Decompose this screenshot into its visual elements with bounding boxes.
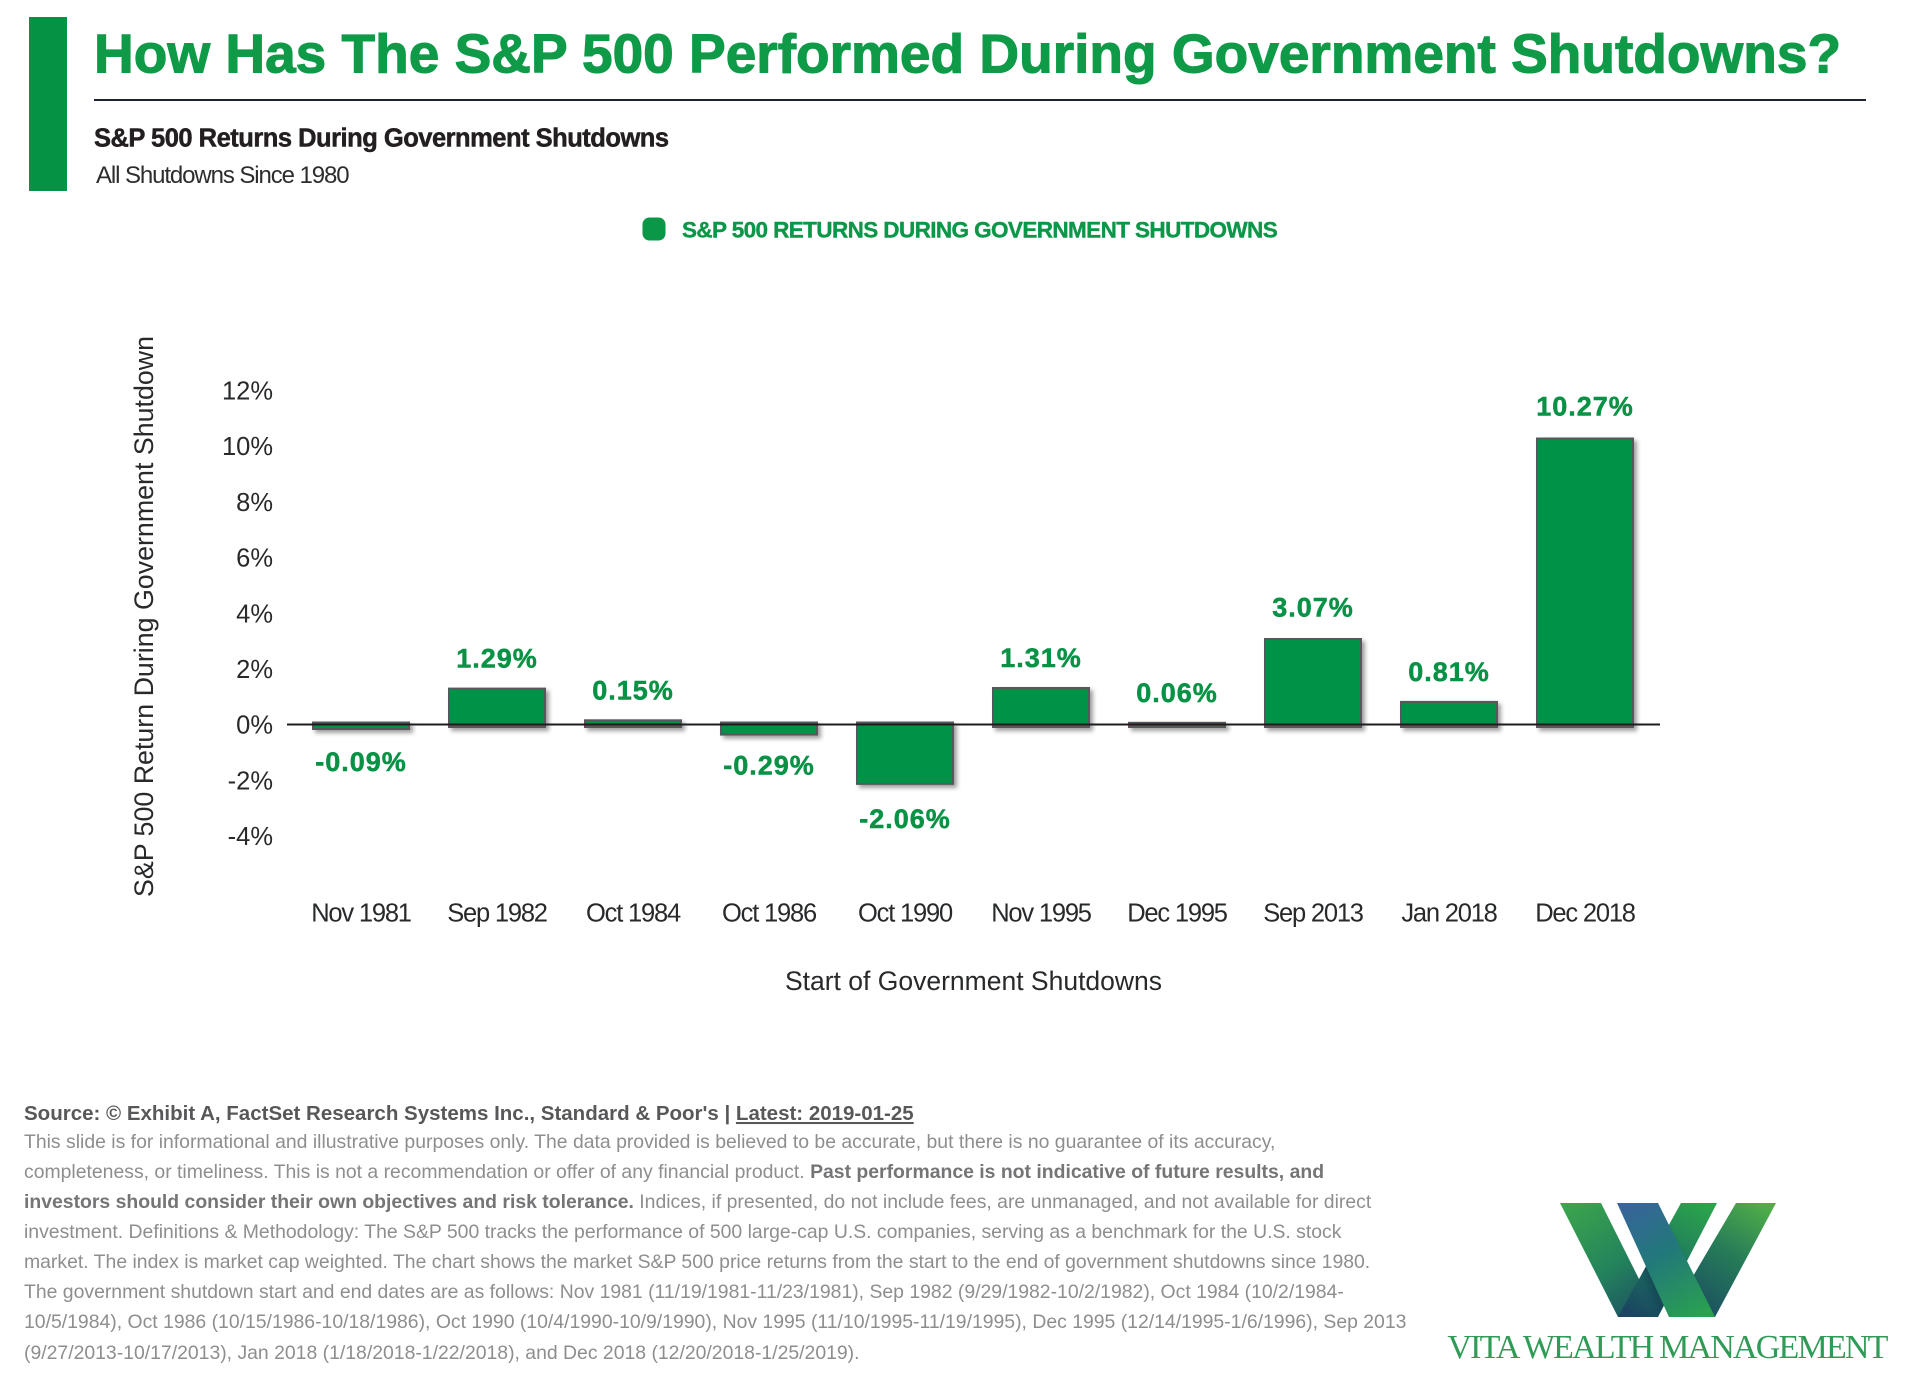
svg-text:10.27%: 10.27%	[1536, 392, 1634, 422]
svg-text:10/5/1984), Oct 1986 (10/15/19: 10/5/1984), Oct 1986 (10/15/1986-10/18/1…	[24, 1311, 1406, 1333]
svg-text:S&P 500 Returns During Governm: S&P 500 Returns During Government Shutdo…	[94, 125, 669, 153]
svg-text:0%: 0%	[236, 712, 273, 740]
svg-text:6%: 6%	[236, 545, 273, 573]
svg-text:10%: 10%	[222, 433, 273, 461]
svg-text:Oct 1984: Oct 1984	[586, 900, 681, 928]
svg-text:3.07%: 3.07%	[1272, 592, 1354, 622]
svg-text:12%: 12%	[222, 378, 273, 406]
svg-text:VITA WEALTH MANAGEMENT: VITA WEALTH MANAGEMENT	[1447, 1329, 1888, 1366]
svg-text:Sep 2013: Sep 2013	[1263, 900, 1364, 928]
svg-text:(9/27/2013-10/17/2013), Jan 20: (9/27/2013-10/17/2013), Jan 2018 (1/18/2…	[24, 1342, 860, 1364]
svg-text:Nov 1981: Nov 1981	[311, 900, 411, 928]
svg-text:The government shutdown start: The government shutdown start and end da…	[24, 1281, 1344, 1303]
svg-text:-0.09%: -0.09%	[315, 747, 407, 777]
svg-text:S&P 500 RETURNS DURING GOVERNM: S&P 500 RETURNS DURING GOVERNMENT SHUTDO…	[682, 217, 1278, 242]
svg-text:Start of Government Shutdowns: Start of Government Shutdowns	[785, 966, 1162, 996]
svg-text:0.81%: 0.81%	[1408, 657, 1490, 687]
svg-text:Jan 2018: Jan 2018	[1401, 900, 1497, 928]
svg-text:S&P 500 Return During Governme: S&P 500 Return During Government Shutdow…	[129, 336, 159, 897]
svg-text:Dec 2018: Dec 2018	[1535, 900, 1636, 928]
svg-text:market. The index is market ca: market. The index is market cap weighted…	[24, 1251, 1370, 1273]
svg-text:4%: 4%	[236, 600, 273, 628]
svg-text:completeness, or timeliness. T: completeness, or timeliness. This is not…	[24, 1161, 1324, 1183]
svg-text:Sep 1982: Sep 1982	[447, 900, 547, 928]
svg-text:investors should consider thei: investors should consider their own obje…	[24, 1191, 1372, 1213]
svg-text:1.29%: 1.29%	[456, 644, 538, 674]
svg-text:1.31%: 1.31%	[1000, 643, 1082, 673]
svg-text:-0.29%: -0.29%	[723, 751, 815, 781]
svg-text:How Has The S&P 500 Performed: How Has The S&P 500 Performed During Gov…	[94, 23, 1841, 85]
svg-text:Oct 1990: Oct 1990	[858, 900, 953, 928]
svg-text:investment. Definitions & Meth: investment. Definitions & Methodology: T…	[24, 1221, 1342, 1243]
svg-text:All Shutdowns Since 1980: All Shutdowns Since 1980	[96, 162, 349, 189]
svg-text:Dec 1995: Dec 1995	[1127, 900, 1228, 928]
svg-text:-2%: -2%	[228, 767, 273, 795]
svg-text:Nov 1995: Nov 1995	[991, 900, 1092, 928]
svg-text:-2.06%: -2.06%	[859, 804, 951, 834]
svg-text:8%: 8%	[236, 489, 273, 517]
svg-text:2%: 2%	[236, 656, 273, 684]
svg-text:Source: © Exhibit A, FactSet R: Source: © Exhibit A, FactSet Research Sy…	[24, 1102, 914, 1125]
svg-text:Oct 1986: Oct 1986	[722, 900, 817, 928]
svg-text:0.06%: 0.06%	[1136, 678, 1218, 708]
svg-text:This slide is for informationa: This slide is for informational and illu…	[24, 1131, 1275, 1153]
svg-text:0.15%: 0.15%	[592, 675, 674, 705]
svg-text:-4%: -4%	[228, 823, 273, 851]
